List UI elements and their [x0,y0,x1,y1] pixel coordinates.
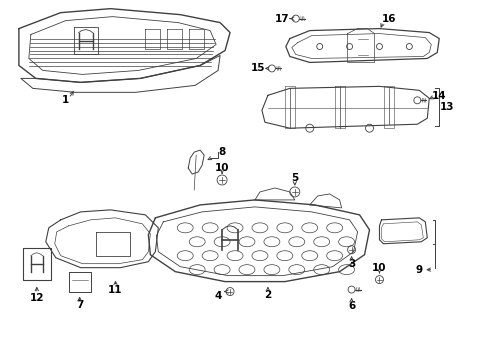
Text: 11: 11 [108,284,122,294]
Text: 3: 3 [347,259,354,269]
Text: 16: 16 [382,14,396,24]
Text: 10: 10 [214,163,229,173]
Text: 1: 1 [62,95,69,105]
Text: 8: 8 [218,147,225,157]
Text: 9: 9 [415,265,422,275]
Text: 4: 4 [214,291,222,301]
Text: 10: 10 [371,263,386,273]
Text: 17: 17 [274,14,288,24]
Text: 7: 7 [76,300,83,310]
Text: 14: 14 [431,91,446,101]
Text: 2: 2 [264,289,271,300]
Text: 6: 6 [347,301,354,311]
Text: 12: 12 [29,293,44,302]
Text: 5: 5 [290,173,298,183]
Text: 15: 15 [250,63,264,73]
Text: 13: 13 [439,102,453,112]
